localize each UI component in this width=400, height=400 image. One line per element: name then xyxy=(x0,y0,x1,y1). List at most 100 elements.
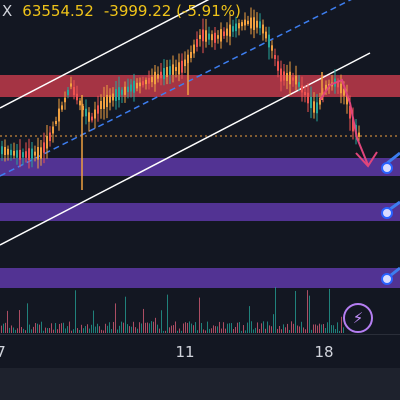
candle-body xyxy=(160,71,162,79)
volume-bar xyxy=(79,330,80,333)
volume-bar xyxy=(179,328,180,333)
volume-bar xyxy=(149,323,150,333)
volume-bar xyxy=(25,330,26,333)
candle-body xyxy=(226,28,228,36)
volume-bar xyxy=(155,317,156,333)
volume-bar xyxy=(121,321,122,333)
candle-body xyxy=(274,55,276,59)
candle-body xyxy=(118,87,120,101)
lightning-bolt-icon[interactable]: ⚡ xyxy=(343,303,373,333)
candle-body xyxy=(115,89,117,101)
candle-body xyxy=(244,19,246,26)
volume-bar xyxy=(39,324,40,333)
volume-bar xyxy=(91,324,92,333)
candle-body xyxy=(13,150,15,156)
candle-body xyxy=(64,97,66,103)
candle-body xyxy=(16,150,18,158)
candle-body xyxy=(127,86,129,93)
volume-bar xyxy=(101,329,102,333)
candle-body xyxy=(154,71,156,85)
volume-bar xyxy=(105,323,106,333)
volume-bar xyxy=(257,322,258,333)
candle-body xyxy=(349,105,351,119)
volume-bar xyxy=(335,329,336,333)
candle-body xyxy=(142,81,144,86)
volume-bar xyxy=(241,330,242,333)
candle-body xyxy=(46,135,48,149)
volume-bar xyxy=(63,322,64,333)
candle-body xyxy=(112,93,114,101)
candle-body xyxy=(85,108,87,117)
candle-body xyxy=(247,20,249,25)
volume-bar xyxy=(35,323,36,333)
time-axis[interactable]: 7 11 18 xyxy=(0,334,400,369)
volume-bar xyxy=(181,330,182,333)
candle-body xyxy=(166,66,168,78)
volume-bar xyxy=(7,310,8,333)
volume-bar xyxy=(323,324,324,333)
volume-bar xyxy=(29,324,30,333)
candle-body xyxy=(298,82,300,87)
volume-bar xyxy=(295,290,296,333)
candle-body xyxy=(181,60,183,73)
volume-bar xyxy=(81,324,82,333)
support-zone-3[interactable] xyxy=(0,268,400,288)
volume-bar xyxy=(229,323,230,333)
volume-bar xyxy=(175,321,176,333)
volume-bar xyxy=(83,328,84,333)
channel-upper-line[interactable] xyxy=(0,0,400,109)
candle-body xyxy=(37,147,39,160)
volume-bar xyxy=(137,328,138,333)
volume-bar xyxy=(201,322,202,333)
channel-mid-line[interactable] xyxy=(0,0,400,177)
candle-body xyxy=(19,149,21,160)
candle-body xyxy=(67,89,69,96)
volume-bar xyxy=(195,322,196,333)
volume-bar xyxy=(281,329,282,333)
volume-bar xyxy=(265,328,266,333)
volume-bar xyxy=(61,323,62,333)
support-zone-1[interactable] xyxy=(0,158,400,176)
candle-body xyxy=(49,132,51,142)
down-arrow-icon xyxy=(355,151,378,168)
candle-body xyxy=(337,81,339,88)
volume-bar xyxy=(307,290,308,333)
volume-bar xyxy=(287,323,288,333)
time-tick: 18 xyxy=(314,343,334,361)
chart-footer xyxy=(0,368,400,400)
volume-bar xyxy=(17,328,18,333)
zone-3-handle[interactable] xyxy=(381,273,393,285)
price-change: -3999.22 (-5.91%) xyxy=(103,2,241,20)
candle-body xyxy=(178,62,180,75)
candle-body xyxy=(265,31,267,39)
volume-bar xyxy=(157,324,158,333)
resistance-zone[interactable] xyxy=(0,75,400,97)
volume-bar xyxy=(283,324,284,333)
candle-body xyxy=(199,35,201,39)
volume-bar xyxy=(211,328,212,333)
volume-bar xyxy=(341,316,342,333)
volume-bar xyxy=(133,321,134,333)
candle-body xyxy=(169,66,171,75)
candle-body xyxy=(55,120,57,125)
candle-body xyxy=(352,118,354,132)
support-zone-2[interactable] xyxy=(0,203,400,221)
projection-path[interactable] xyxy=(319,78,369,166)
symbol-label[interactable]: X xyxy=(2,2,13,20)
zone-1-handle[interactable] xyxy=(381,162,393,174)
zone-2-handle[interactable] xyxy=(381,207,393,219)
volume-bar xyxy=(71,330,72,333)
candle-body xyxy=(190,51,192,59)
candle-body xyxy=(325,84,327,92)
volume-bar xyxy=(213,325,214,333)
volume-bar xyxy=(243,325,244,333)
volume-bar xyxy=(305,329,306,333)
volume-bar xyxy=(233,329,234,333)
volume-bar xyxy=(297,325,298,333)
volume-bar xyxy=(5,322,6,333)
candle-body xyxy=(43,142,45,153)
volume-bar xyxy=(263,321,264,333)
candle-body xyxy=(307,92,309,104)
